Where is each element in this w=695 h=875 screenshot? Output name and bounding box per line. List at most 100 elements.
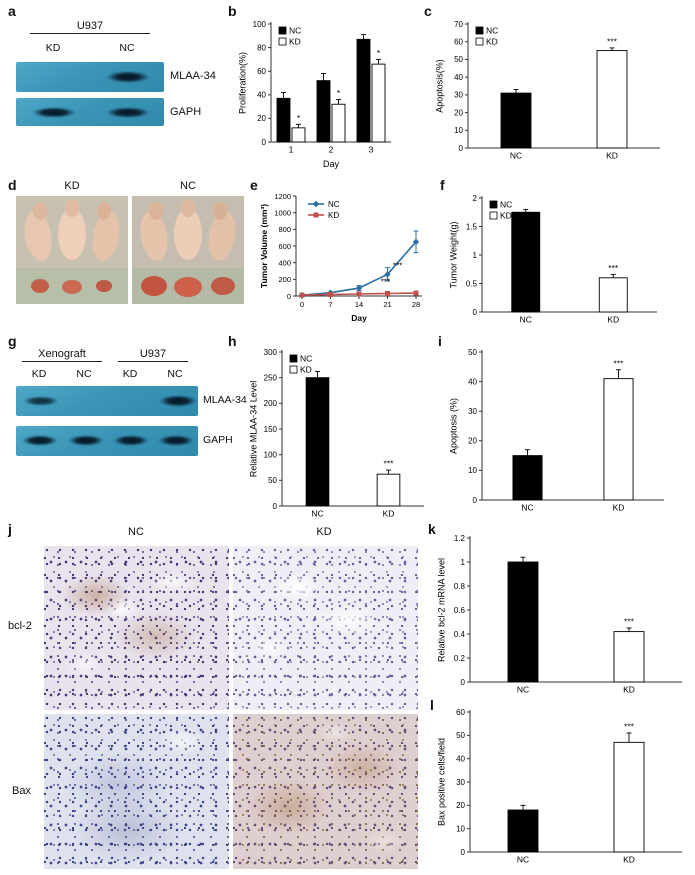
ihc-bcl2-kd: [233, 546, 418, 710]
svg-text:*: *: [337, 88, 341, 98]
svg-text:40: 40: [456, 754, 465, 763]
svg-text:NC: NC: [328, 200, 340, 209]
svg-text:Apoptosis (%): Apoptosis (%): [449, 398, 459, 454]
blot-row-label-gaph: GAPH: [170, 106, 202, 118]
svg-text:0.2: 0.2: [454, 654, 466, 663]
lane-label-u937-nc: NC: [167, 368, 183, 380]
svg-text:Proliferation(%): Proliferation(%): [238, 52, 248, 114]
svg-text:KD: KD: [623, 685, 635, 695]
panel-label-c: c: [424, 3, 432, 19]
svg-text:1: 1: [289, 145, 294, 155]
band-gaph-4: [158, 435, 194, 446]
svg-text:0.8: 0.8: [454, 582, 466, 591]
band-mlaa34-nc: [106, 71, 150, 83]
svg-text:2: 2: [473, 194, 478, 203]
svg-text:NC: NC: [300, 354, 312, 364]
cell-line-header: U937: [30, 20, 150, 34]
svg-text:150: 150: [264, 425, 278, 434]
svg-text:***: ***: [607, 36, 618, 46]
svg-text:0: 0: [461, 678, 466, 687]
photo-label-nc: NC: [180, 180, 196, 192]
svg-text:KD: KD: [383, 509, 395, 519]
svg-text:30: 30: [456, 778, 465, 787]
svg-text:3: 3: [369, 145, 374, 155]
mice-group: [140, 199, 236, 261]
svg-text:NC: NC: [521, 503, 533, 513]
lane-label-nc: NC: [119, 42, 135, 54]
svg-text:20: 20: [456, 801, 465, 810]
svg-text:10: 10: [468, 466, 477, 475]
panel-label-d: d: [8, 177, 17, 193]
svg-text:0: 0: [459, 144, 464, 153]
svg-text:KD: KD: [606, 151, 618, 161]
blot-row-label-gaph: GAPH: [203, 434, 233, 446]
svg-text:100: 100: [253, 20, 267, 29]
svg-text:30: 30: [454, 91, 463, 100]
svg-text:***: ***: [614, 358, 625, 368]
svg-text:400: 400: [278, 258, 291, 267]
ihc-bax-nc: [44, 714, 229, 869]
panel-label-l: l: [430, 697, 434, 713]
svg-text:Tumor Volume (mm³): Tumor Volume (mm³): [259, 204, 269, 288]
panel-label-e: e: [250, 177, 258, 193]
svg-text:Apoptosis(%): Apoptosis(%): [435, 59, 445, 113]
panel-label-a: a: [8, 3, 16, 19]
svg-text:KD: KD: [500, 211, 512, 221]
svg-text:Relative bcl-2 mRNA level: Relative bcl-2 mRNA level: [437, 558, 447, 662]
panel-label-g: g: [8, 333, 17, 349]
ihc-col-header-kd: KD: [316, 526, 332, 538]
svg-text:Tumor Weight(g): Tumor Weight(g): [449, 221, 459, 288]
svg-text:NC: NC: [517, 685, 529, 695]
blot-strip-gaph: [16, 426, 198, 456]
svg-text:0: 0: [473, 308, 478, 317]
svg-text:0.6: 0.6: [454, 606, 466, 615]
svg-text:60: 60: [456, 708, 465, 717]
chart-apoptosis-xenograft: 0 10 20 30 40 50 NC *** KD Apoptosis (%): [449, 348, 664, 513]
svg-text:28: 28: [412, 300, 420, 309]
ihc-bax-kd: [233, 714, 418, 869]
svg-text:Day: Day: [323, 159, 340, 169]
svg-text:***: ***: [381, 277, 390, 286]
svg-text:KD: KD: [607, 315, 619, 325]
svg-text:7: 7: [328, 300, 332, 309]
ihc-row-label-bcl2: bcl-2: [8, 620, 32, 632]
lane-label-kd: KD: [45, 42, 61, 54]
svg-text:300: 300: [264, 348, 278, 357]
chart-bcl2-mrna: 0 0.2 0.4 0.6 0.8 1 1.2 NC *** KD Relative bcl-2 m…: [437, 534, 682, 695]
svg-text:NC: NC: [486, 26, 498, 36]
panel-label-i: i: [438, 333, 442, 349]
svg-text:***: ***: [624, 617, 635, 627]
svg-text:10: 10: [454, 126, 463, 135]
svg-text:200: 200: [278, 275, 291, 284]
panel-label-b: b: [228, 3, 237, 19]
svg-text:50: 50: [468, 348, 477, 357]
chart-tumor-volume: 0 200 400 600 800 1000 1200 0 7 14 21 28 ****** NC KD D…: [259, 192, 422, 323]
blot-row-label-mlaa34: MLAA-34: [203, 394, 247, 406]
panel-label-j: j: [8, 521, 12, 537]
svg-text:NC: NC: [500, 200, 512, 210]
svg-text:KD: KD: [300, 365, 312, 375]
ihc-col-header-nc: NC: [128, 526, 144, 538]
lane-label-u937-kd: KD: [122, 368, 138, 380]
svg-text:21: 21: [383, 300, 391, 309]
mouse-photo-nc: [132, 196, 244, 304]
svg-text:KD: KD: [613, 503, 625, 513]
band-gaph-1: [22, 435, 58, 446]
svg-text:100: 100: [264, 450, 278, 459]
svg-text:60: 60: [257, 67, 266, 76]
chart-mlaa34-level: 0 50 100 150 200 250 300 NC *** KD Relative MLAA-3…: [249, 348, 424, 519]
photo-label-kd: KD: [64, 180, 80, 192]
svg-text:0: 0: [262, 138, 267, 147]
svg-text:0: 0: [287, 292, 291, 301]
svg-text:***: ***: [384, 459, 395, 469]
tumors-group: [141, 276, 235, 297]
svg-text:1000: 1000: [274, 208, 291, 217]
svg-text:50: 50: [268, 476, 277, 485]
svg-text:***: ***: [608, 263, 619, 273]
svg-text:NC: NC: [517, 855, 529, 865]
svg-text:0.4: 0.4: [454, 630, 466, 639]
svg-text:70: 70: [454, 20, 463, 29]
svg-text:NC: NC: [510, 151, 522, 161]
